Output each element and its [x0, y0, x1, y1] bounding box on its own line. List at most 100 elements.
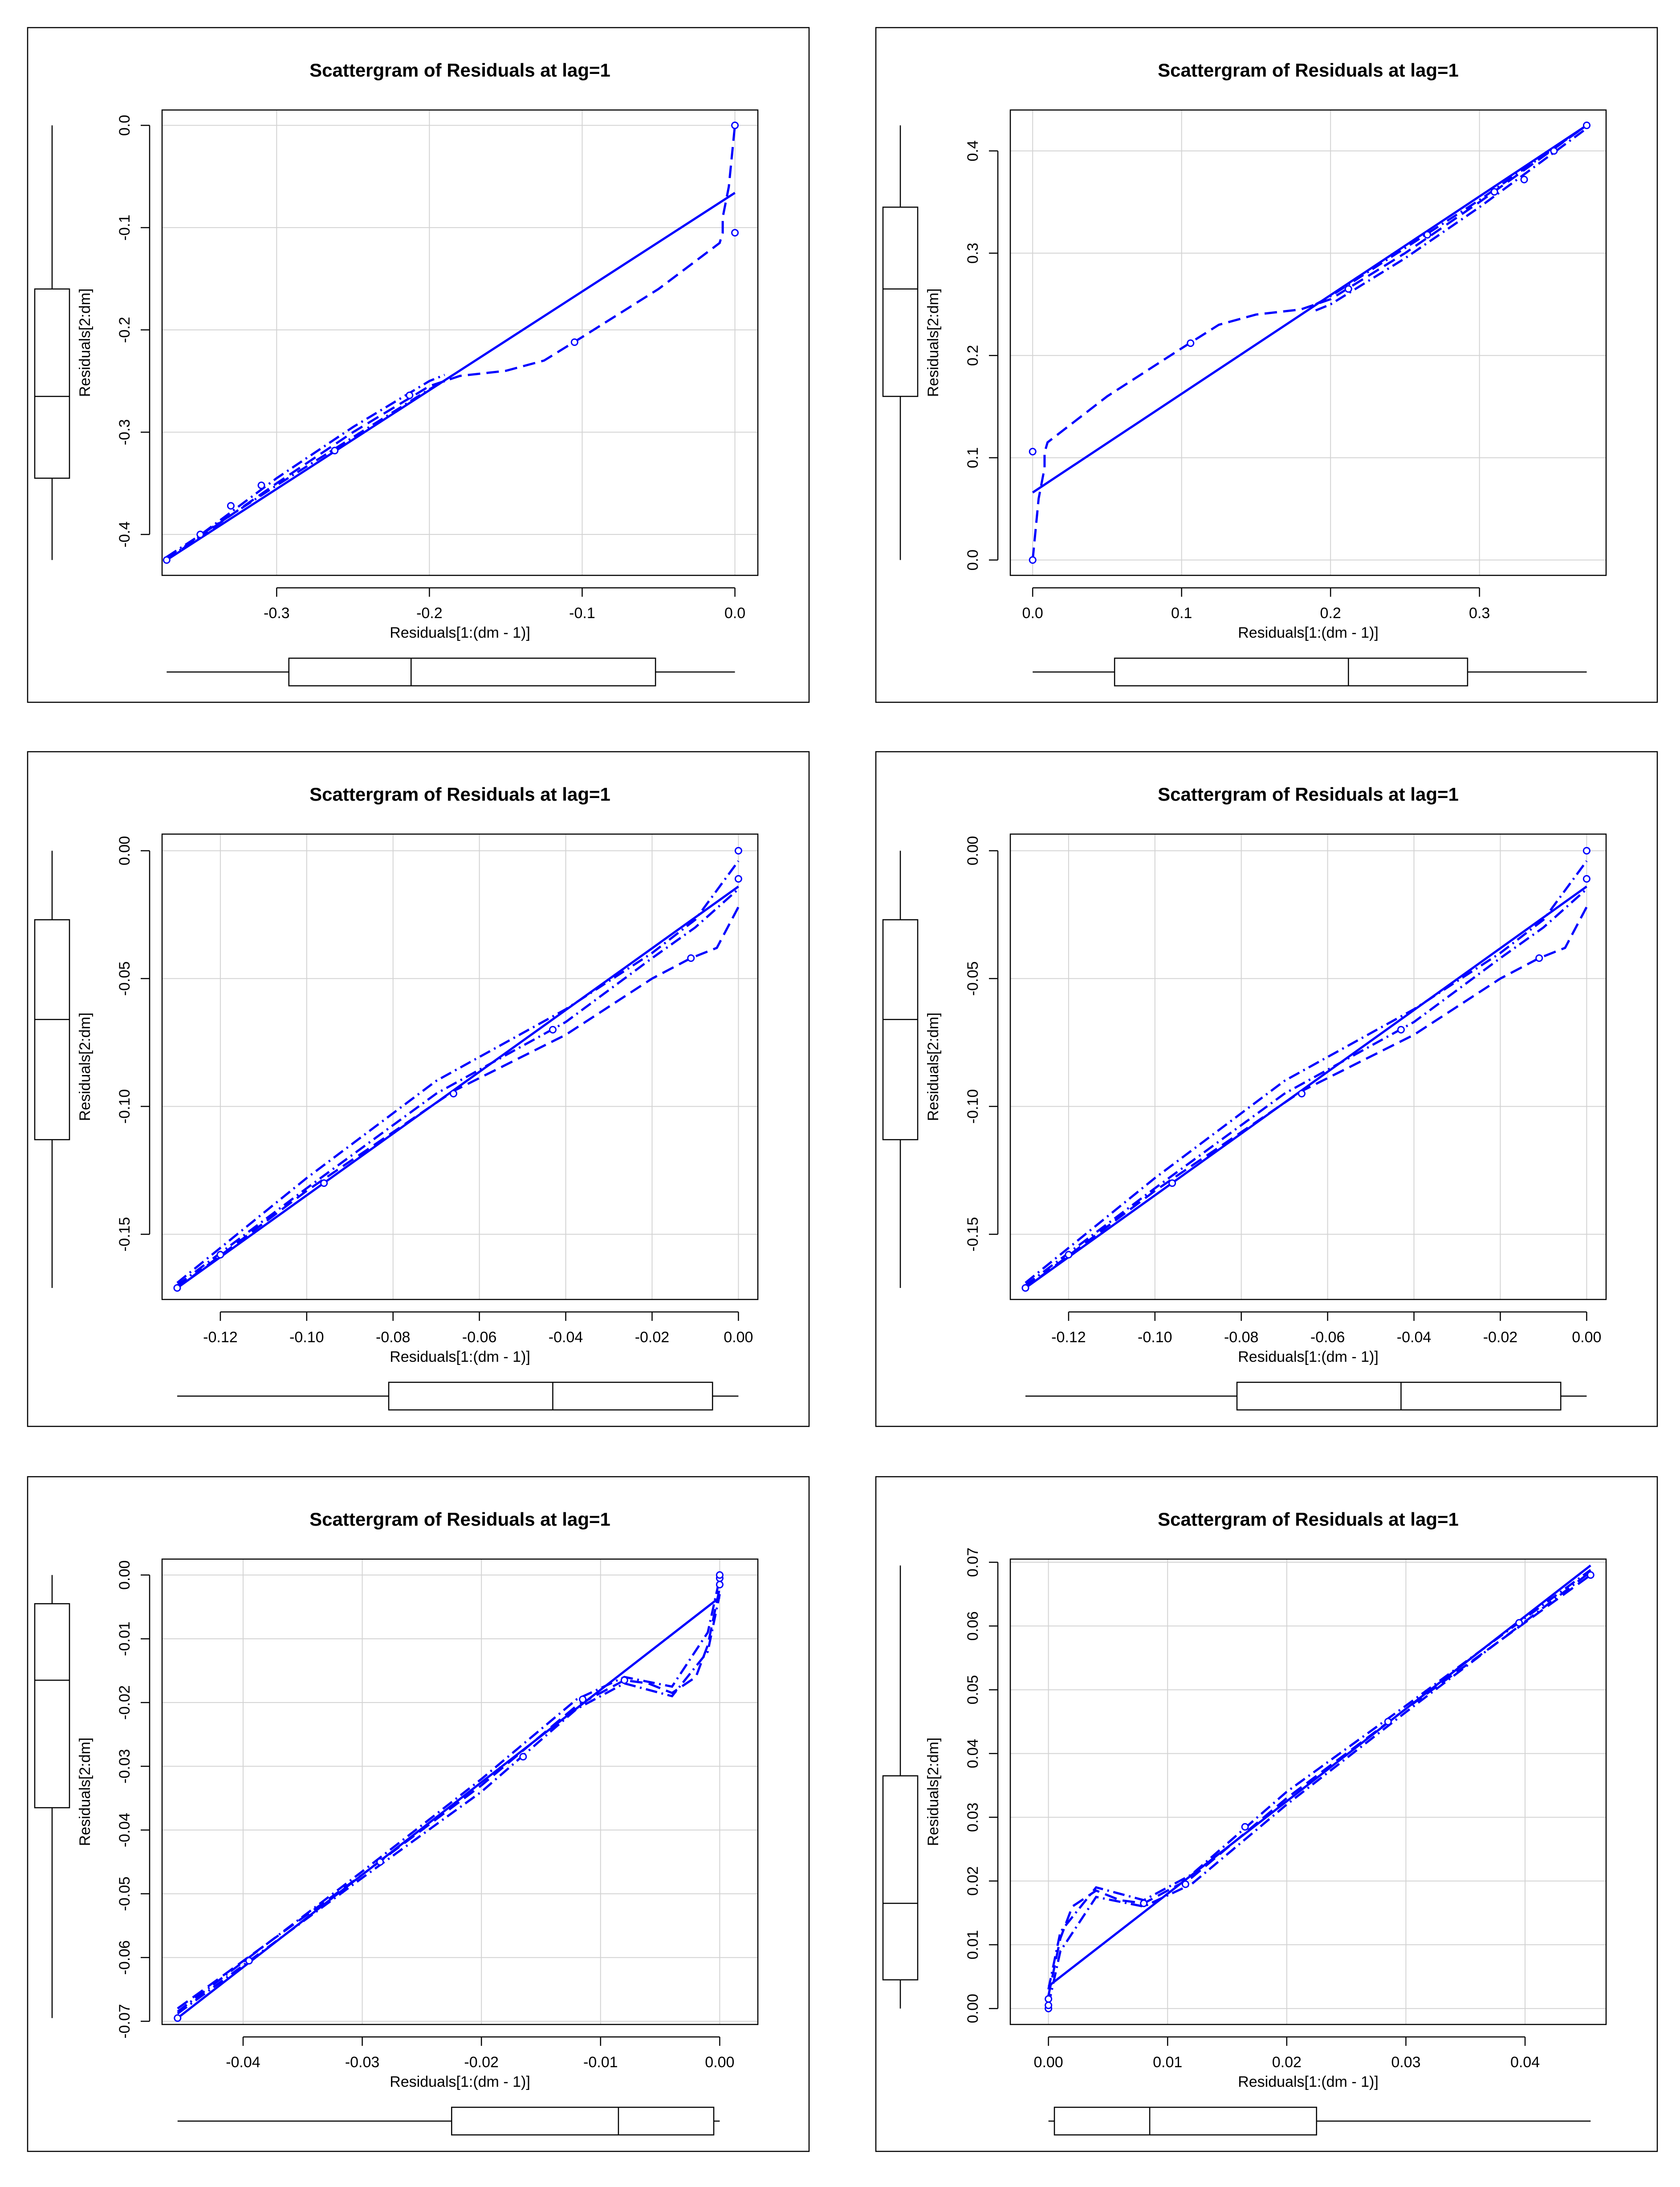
- smooth-line: [176, 906, 740, 1289]
- data-point: [245, 1957, 253, 1965]
- spread-lower-line: [1047, 1571, 1591, 2006]
- x-tick-label: 0.00: [1572, 1329, 1601, 1346]
- x-box: [451, 2106, 715, 2136]
- data-point: [216, 1251, 224, 1259]
- y-box: [34, 1603, 70, 1808]
- panel-frame: [27, 27, 810, 703]
- y-tick-label: -0.05: [116, 1877, 133, 1911]
- y-axis-label: Residuals[2:dm]: [925, 289, 942, 397]
- y-axis-label: Residuals[2:dm]: [77, 289, 94, 397]
- spread-lower-line: [176, 888, 740, 1287]
- data-point: [716, 1580, 724, 1588]
- y-tick-label: 0.00: [116, 836, 133, 865]
- y-box: [882, 1775, 919, 1981]
- data-point: [376, 1858, 384, 1866]
- y-tick-label: -0.05: [964, 961, 981, 996]
- y-tick-label: -0.10: [116, 1089, 133, 1124]
- x-tick-label: 0.2: [1320, 605, 1341, 622]
- y-tick-label: 0.06: [964, 1611, 981, 1641]
- data-point: [579, 1695, 587, 1703]
- data-point: [1140, 1899, 1148, 1907]
- x-axis-label: Residuals[1:(dm - 1)]: [1238, 2073, 1379, 2090]
- y-axis-label: Residuals[2:dm]: [925, 1738, 942, 1846]
- x-tick-label: -0.04: [226, 2054, 260, 2071]
- smooth-line: [1047, 1574, 1591, 1996]
- x-tick-label: -0.10: [1138, 1329, 1172, 1346]
- data-point: [1181, 1880, 1189, 1888]
- y-tick-label: 0.05: [964, 1675, 981, 1704]
- plot-area: [161, 109, 759, 576]
- x-tick-label: 0.0: [1022, 605, 1043, 622]
- chart-title: Scattergram of Residuals at lag=1: [1158, 60, 1459, 81]
- y-tick-label: 0.03: [964, 1803, 981, 1832]
- data-point: [173, 1284, 181, 1292]
- y-tick-label: -0.1: [116, 215, 133, 241]
- x-tick-label: -0.02: [464, 2054, 499, 2071]
- data-point: [163, 556, 171, 564]
- chart-title: Scattergram of Residuals at lag=1: [309, 1509, 610, 1530]
- x-tick-label: -0.02: [635, 1329, 670, 1346]
- y-box: [882, 919, 919, 1140]
- regression-line: [1032, 124, 1587, 494]
- x-tick-label: -0.12: [1051, 1329, 1086, 1346]
- x-tick-label: -0.12: [203, 1329, 238, 1346]
- x-box: [388, 1381, 713, 1411]
- y-tick-label: -0.03: [116, 1749, 133, 1784]
- plot-area: [161, 833, 759, 1300]
- x-box: [1114, 657, 1468, 687]
- data-point: [1535, 954, 1543, 962]
- data-point: [1582, 875, 1591, 883]
- smooth-line: [177, 1587, 721, 2010]
- y-tick-label: -0.01: [116, 1621, 133, 1656]
- y-box: [34, 288, 70, 479]
- y-tick-label: -0.15: [116, 1217, 133, 1252]
- data-point: [1029, 448, 1037, 456]
- x-tick-label: 0.3: [1469, 605, 1490, 622]
- chart-panel-4: Scattergram of Residuals at lag=1 -0.12 -0…: [875, 751, 1658, 1427]
- spread-upper-line: [177, 1578, 721, 2013]
- data-point: [549, 1026, 557, 1034]
- data-point: [320, 1179, 328, 1187]
- plot-area: [1009, 1558, 1607, 2025]
- data-point: [1582, 847, 1591, 855]
- y-tick-label: -0.15: [964, 1217, 981, 1252]
- y-axis-label: Residuals[2:dm]: [77, 1013, 94, 1121]
- x-axis-label: Residuals[1:(dm - 1)]: [1238, 624, 1379, 641]
- data-point: [331, 447, 339, 455]
- data-point: [1187, 339, 1195, 347]
- x-tick-label: 0.00: [1034, 2054, 1063, 2071]
- x-tick-label: -0.04: [1397, 1329, 1432, 1346]
- data-point: [406, 391, 414, 399]
- y-tick-label: 0.0: [116, 115, 133, 136]
- y-tick-label: -0.07: [116, 2004, 133, 2039]
- x-tick-label: -0.06: [462, 1329, 497, 1346]
- y-tick-label: -0.05: [116, 961, 133, 996]
- y-tick-label: -0.10: [964, 1089, 981, 1124]
- y-tick-label: -0.06: [116, 1940, 133, 1975]
- data-point: [1021, 1284, 1029, 1292]
- data-point: [731, 121, 739, 129]
- spread-lower-line: [166, 380, 445, 558]
- chart-panel-2: Scattergram of Residuals at lag=1 0.0 0.1 0…: [875, 27, 1658, 703]
- x-axis-label: Residuals[1:(dm - 1)]: [390, 624, 530, 641]
- data-point: [1241, 1823, 1249, 1831]
- x-box: [1236, 1381, 1562, 1411]
- x-axis-label: Residuals[1:(dm - 1)]: [390, 1348, 530, 1365]
- chart-panel-1: Scattergram of Residuals at lag=1 -0.3 -0.…: [27, 27, 810, 703]
- data-point: [1168, 1179, 1176, 1187]
- data-point: [1586, 1571, 1595, 1579]
- y-tick-label: -0.02: [116, 1685, 133, 1720]
- data-point: [620, 1676, 628, 1684]
- data-point: [734, 875, 742, 883]
- y-axis-label: Residuals[2:dm]: [925, 1013, 942, 1121]
- chart-title: Scattergram of Residuals at lag=1: [309, 60, 610, 81]
- x-tick-label: -0.2: [416, 605, 443, 622]
- data-point: [519, 1753, 527, 1761]
- spread-upper-line: [176, 860, 740, 1284]
- spread-upper-line: [166, 374, 445, 561]
- data-point: [1065, 1251, 1073, 1259]
- smooth-line: [1025, 906, 1588, 1289]
- plot-area: [1009, 833, 1607, 1300]
- data-point: [731, 229, 739, 237]
